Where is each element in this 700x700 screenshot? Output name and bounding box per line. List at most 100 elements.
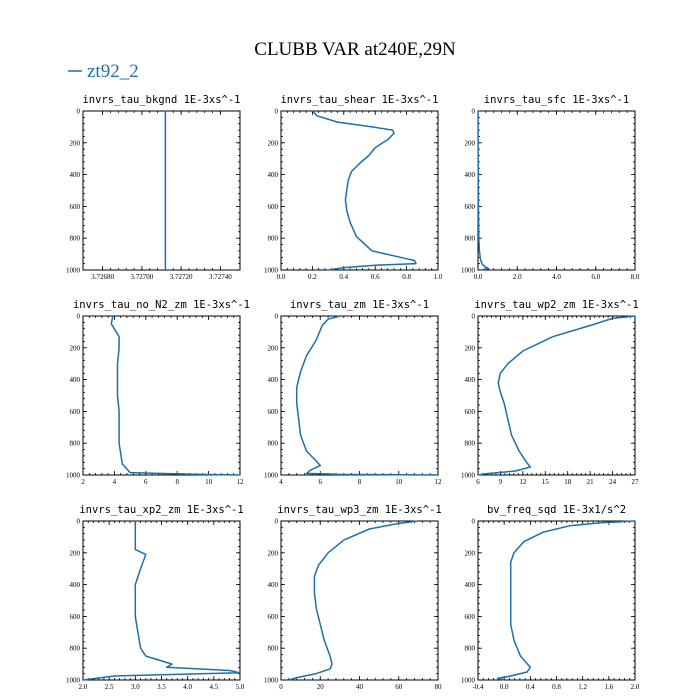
x-tick-label: 4.5 — [209, 683, 218, 691]
y-tick-label: 0 — [472, 108, 476, 116]
x-tick-label: 3.72680 — [91, 273, 114, 281]
series-line-zt92_2 — [295, 315, 439, 476]
y-tick-label: 200 — [465, 344, 476, 352]
x-tick-label: 4 — [279, 478, 283, 486]
series-line-zt92_2 — [288, 520, 419, 681]
x-tick-label: 12 — [435, 478, 443, 486]
x-tick-label: 4.0 — [552, 273, 561, 281]
x-tick-label: -0.4 — [472, 683, 484, 691]
plot-frame — [280, 520, 439, 681]
x-tick-label: 6.0 — [591, 273, 600, 281]
plot-frame — [280, 315, 439, 476]
x-tick-label: 3.0 — [131, 683, 140, 691]
x-tick-label: 0.6 — [371, 273, 380, 281]
x-tick-label: 6 — [144, 478, 148, 486]
panel-title: bv_freq_sqd 1E-3x1/s^2 — [487, 504, 626, 516]
plot-frame — [82, 315, 241, 476]
x-tick-label: 0 — [279, 683, 283, 691]
y-tick-label: 200 — [70, 139, 81, 147]
x-tick-label: 0.4 — [339, 273, 348, 281]
y-tick-label: 400 — [465, 376, 476, 384]
x-tick-label: 3.72720 — [170, 273, 193, 281]
panels: invrs_tau_bkgnd 1E-3xs^-1020040060080010… — [66, 94, 640, 691]
y-tick-label: 800 — [268, 440, 279, 448]
y-tick-label: 0 — [472, 518, 476, 526]
panel-2: invrs_tau_shear 1E-3xs^-10 200 400 600 800 10… — [264, 94, 443, 281]
x-tick-label: 10 — [205, 478, 213, 486]
y-tick-label: 200 — [465, 139, 476, 147]
panel-title: invrs_tau_no_N2_zm 1E-3xs^-1 — [73, 299, 250, 311]
x-tick-label: 2.0 — [513, 273, 522, 281]
y-tick-label: 600 — [70, 613, 81, 621]
x-tick-label: 0.8 — [402, 273, 411, 281]
x-tick-label: 6 — [476, 478, 480, 486]
x-tick-label: 3.72700 — [131, 273, 154, 281]
series-line-zt92_2 — [82, 521, 241, 681]
x-tick-label: 1.6 — [604, 683, 613, 691]
plot-frame — [82, 520, 241, 681]
y-tick-label: 400 — [70, 376, 81, 384]
y-tick-label: 1000 — [66, 267, 81, 275]
y-tick-label: 1000 — [461, 472, 476, 480]
panel-5: invrs_tau_zm 1E-3xs^-1 0 200 400 600 800 10004… — [264, 299, 442, 486]
plot-frame — [477, 110, 636, 271]
y-tick-label: 1000 — [264, 677, 279, 685]
y-tick-label: 600 — [465, 408, 476, 416]
x-tick-label: 0.8 — [552, 683, 561, 691]
panel-7: invrs_tau_xp2_zm 1E-3xs^-1 0 200 400 600 800 1… — [66, 504, 245, 691]
y-tick-label: 1000 — [461, 267, 476, 275]
x-tick-label: 8 — [358, 478, 362, 486]
x-tick-label: 0.0 — [474, 273, 483, 281]
y-tick-label: 600 — [465, 203, 476, 211]
y-tick-label: 800 — [465, 440, 476, 448]
y-tick-label: 800 — [268, 235, 279, 243]
y-tick-label: 200 — [268, 549, 279, 557]
panel-4: invrs_tau_no_N2_zm 1E-3xs^-1 0 200 400 600 80… — [66, 299, 250, 486]
y-tick-label: 600 — [268, 613, 279, 621]
y-tick-label: 200 — [70, 344, 81, 352]
x-tick-label: 24 — [609, 478, 617, 486]
x-tick-label: 2.0 — [79, 683, 88, 691]
panel-title: invrs_tau_shear 1E-3xs^-1 — [280, 94, 438, 106]
y-tick-label: 400 — [465, 171, 476, 179]
y-tick-label: 200 — [268, 139, 279, 147]
y-tick-label: 800 — [70, 440, 81, 448]
x-tick-label: 2.5 — [105, 683, 114, 691]
x-tick-label: 40 — [356, 683, 364, 691]
x-tick-label: 27 — [632, 478, 640, 486]
y-tick-label: 200 — [268, 344, 279, 352]
panel-title: invrs_tau_sfc 1E-3xs^-1 — [484, 94, 629, 106]
x-tick-label: 12 — [237, 478, 245, 486]
panel-title: invrs_tau_wp2_zm 1E-3xs^-1 — [474, 299, 638, 311]
y-tick-label: 800 — [70, 645, 81, 653]
x-tick-label: 3.5 — [157, 683, 166, 691]
y-tick-label: 0 — [275, 313, 279, 321]
y-tick-label: 600 — [70, 408, 81, 416]
y-tick-label: 1000 — [66, 472, 81, 480]
y-tick-label: 400 — [268, 171, 279, 179]
x-tick-label: 9 — [499, 478, 503, 486]
x-tick-label: 1.2 — [578, 683, 587, 691]
y-tick-label: 0 — [275, 518, 279, 526]
legend-label: zt92_2 — [87, 61, 139, 82]
plot-frame — [477, 520, 636, 681]
panel-3: invrs_tau_sfc 1E-3xs^-1 0 200 400 600 800 1000… — [461, 94, 640, 281]
y-tick-label: 0 — [77, 108, 81, 116]
y-tick-label: 800 — [268, 645, 279, 653]
y-tick-label: 400 — [268, 376, 279, 384]
x-tick-label: 0.0 — [500, 683, 509, 691]
y-tick-label: 1000 — [264, 472, 279, 480]
panel-1: invrs_tau_bkgnd 1E-3xs^-10 200 400 600 800 10… — [66, 94, 241, 281]
y-tick-label: 1000 — [461, 677, 476, 685]
x-tick-label: 0.4 — [526, 683, 535, 691]
series-line-zt92_2 — [496, 520, 636, 681]
x-tick-label: 2 — [81, 478, 85, 486]
x-tick-label: 5.0 — [236, 683, 245, 691]
panel-title: invrs_tau_bkgnd 1E-3xs^-1 — [82, 94, 240, 106]
y-tick-label: 1000 — [66, 677, 81, 685]
y-tick-label: 1000 — [264, 267, 279, 275]
y-tick-label: 600 — [70, 203, 81, 211]
y-tick-label: 600 — [268, 203, 279, 211]
y-tick-label: 800 — [465, 235, 476, 243]
